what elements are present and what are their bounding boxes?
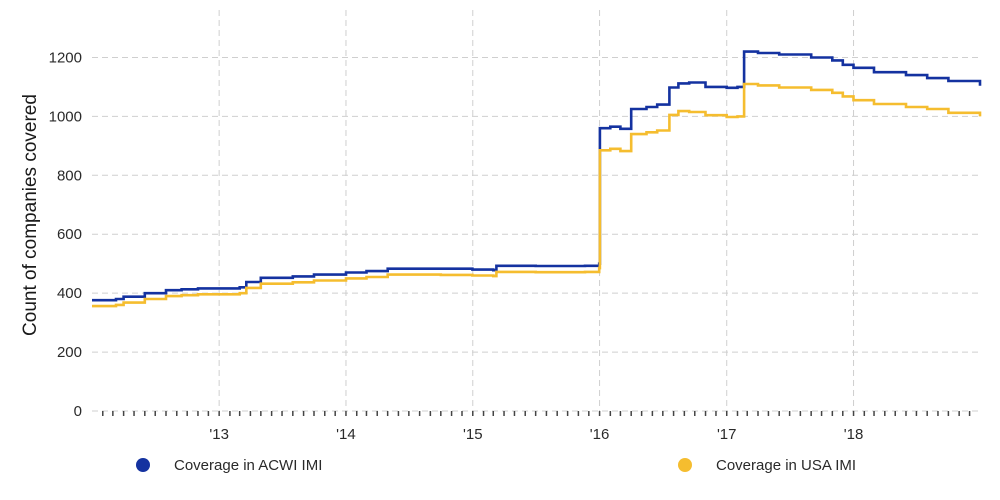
- grid-lines: [92, 10, 980, 412]
- legend: Coverage in ACWI IMI Coverage in USA IMI: [136, 457, 856, 474]
- legend-label: Coverage in USA IMI: [716, 457, 856, 474]
- x-axis-minor-ticks: [102, 411, 971, 416]
- y-tick-label: 0: [74, 403, 82, 420]
- x-tick-label: '14: [336, 426, 356, 443]
- y-axis-title: Count of companies covered: [20, 94, 41, 336]
- y-tick-label: 1200: [49, 49, 82, 66]
- x-tick-label: '18: [844, 426, 864, 443]
- y-tick-label: 200: [57, 344, 82, 361]
- y-tick-label: 600: [57, 226, 82, 243]
- x-tick-label: '17: [717, 426, 737, 443]
- y-axis-tick-labels: 0 200 400 600 800 1000 1200: [49, 49, 82, 420]
- x-axis-tick-labels: '13 '14 '15 '16 '17 '18: [209, 426, 863, 443]
- series-lines: [92, 50, 982, 308]
- y-tick-label: 1000: [49, 108, 82, 125]
- legend-marker: [136, 458, 150, 472]
- x-tick-label: '16: [590, 426, 610, 443]
- y-tick-label: 800: [57, 167, 82, 184]
- series-line-2: [92, 82, 982, 308]
- series-line-1: [92, 50, 982, 302]
- legend-label: Coverage in ACWI IMI: [174, 457, 322, 474]
- x-tick-label: '13: [209, 426, 229, 443]
- x-tick-label: '15: [463, 426, 483, 443]
- y-tick-label: 400: [57, 285, 82, 302]
- legend-marker: [678, 458, 692, 472]
